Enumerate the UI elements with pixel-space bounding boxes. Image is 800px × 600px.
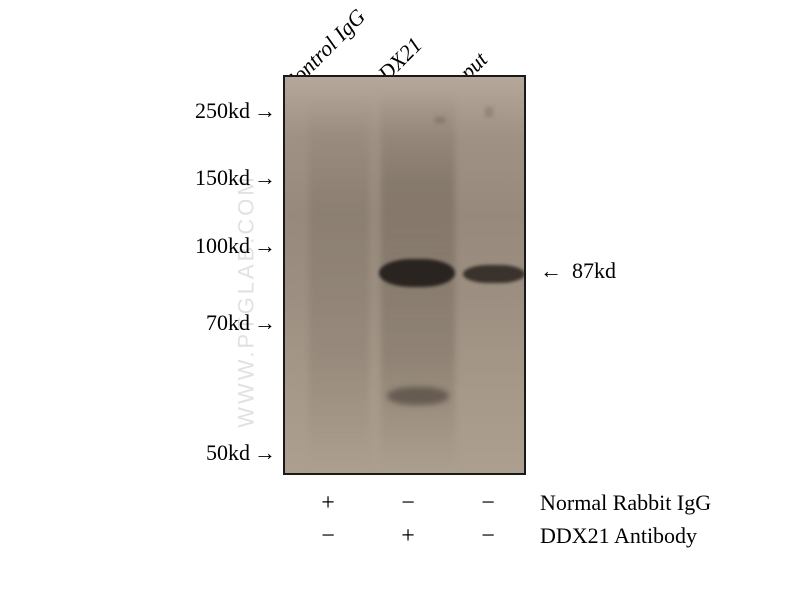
arrow-left-icon: ← <box>540 258 562 284</box>
mw-label: 150kd <box>195 165 250 191</box>
arrow-right-icon: → <box>254 440 276 466</box>
mw-label: 250kd <box>195 98 250 124</box>
figure-container: WWW.PTGLAB.COM Control IgG DDX21 Input 2… <box>0 0 800 600</box>
row-label-normal-igg: Normal Rabbit IgG <box>540 490 711 516</box>
table-cell: − <box>393 490 423 517</box>
arrow-right-icon: → <box>254 98 276 124</box>
arrow-right-icon: → <box>254 310 276 336</box>
arrow-right-icon: → <box>254 233 276 259</box>
table-cell: + <box>393 523 423 550</box>
watermark-text: WWW.PTGLAB.COM <box>234 174 260 427</box>
table-cell: − <box>473 523 503 550</box>
band-ddx21-main <box>379 259 455 287</box>
mw-label: 50kd <box>206 440 250 466</box>
mw-label: 100kd <box>195 233 250 259</box>
band-input-main <box>463 265 525 283</box>
blot-membrane <box>283 75 526 475</box>
blot-noise <box>485 107 493 117</box>
row-label-ddx21-ab: DDX21 Antibody <box>540 523 697 549</box>
table-cell: − <box>313 523 343 550</box>
band-ddx21-secondary <box>387 387 449 405</box>
arrow-right-icon: → <box>254 165 276 191</box>
blot-noise <box>435 117 445 123</box>
mw-label: 70kd <box>206 310 250 336</box>
table-cell: + <box>313 490 343 517</box>
band-size-label: 87kd <box>572 258 616 284</box>
table-cell: − <box>473 490 503 517</box>
lane-smear-control <box>309 97 369 467</box>
